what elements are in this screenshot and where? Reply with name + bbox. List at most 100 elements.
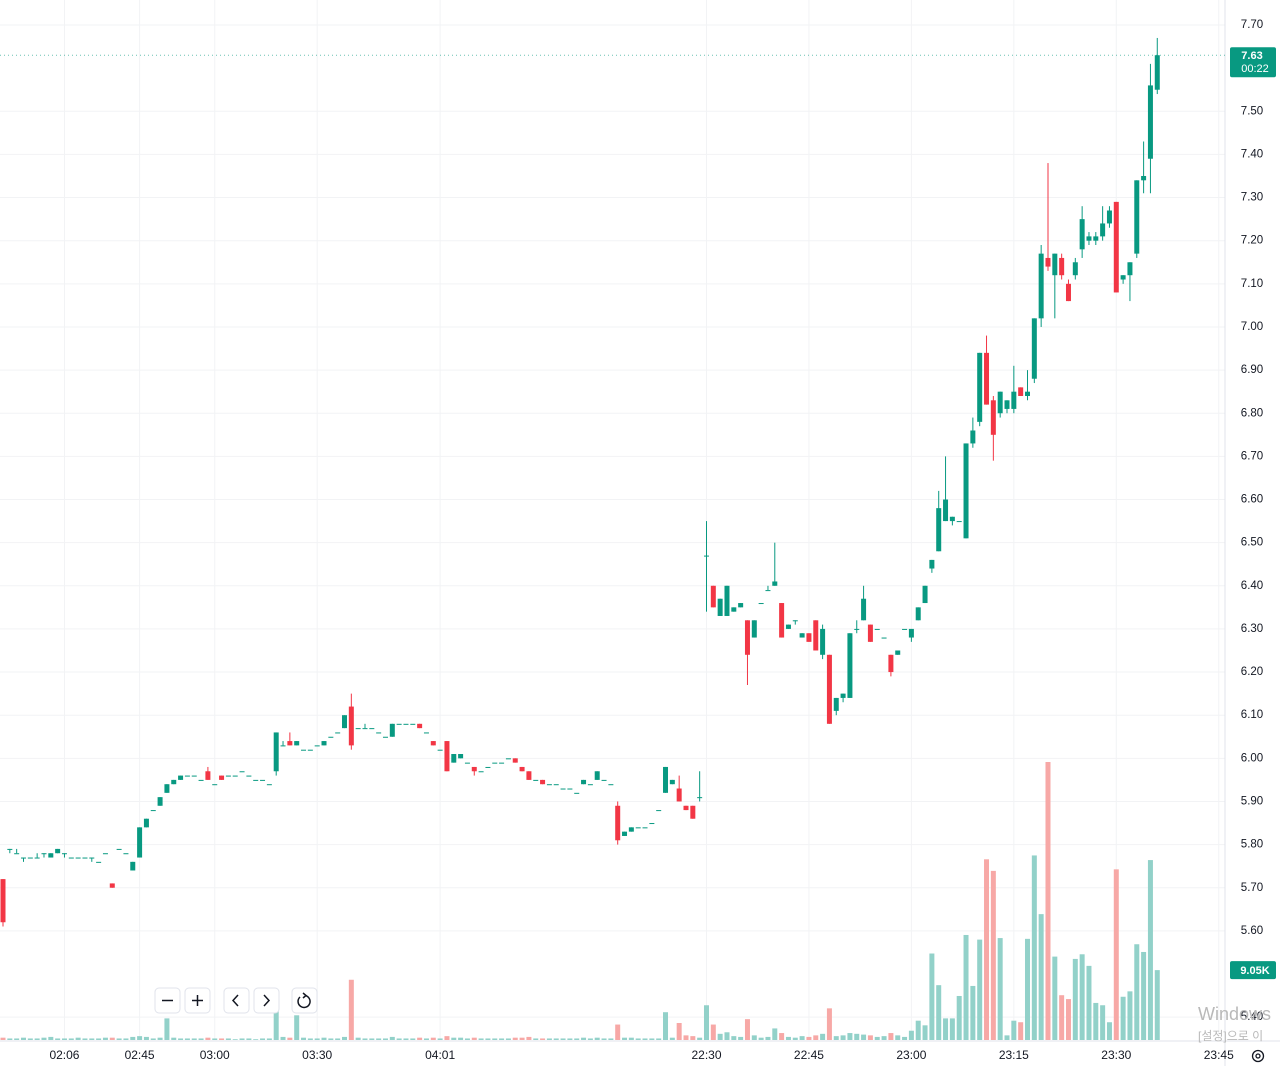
y-tick-label: 6.40	[1241, 580, 1263, 592]
scroll-right-button[interactable]	[253, 987, 280, 1014]
volume-bar	[451, 1037, 457, 1040]
candle-body	[102, 853, 108, 855]
candle-body	[663, 766, 669, 793]
volume-bar	[820, 1033, 826, 1040]
volume-bar	[1134, 944, 1140, 1040]
candle-body	[888, 654, 894, 673]
volume-bar	[246, 1038, 252, 1040]
candle-body	[499, 762, 505, 764]
candle-body	[14, 853, 20, 855]
candle-body	[294, 741, 300, 746]
candle-body	[717, 598, 723, 616]
candle-body	[929, 559, 935, 569]
volume-bar	[772, 1028, 778, 1040]
candle-body	[628, 827, 634, 832]
y-tick-label: 7.70	[1241, 19, 1263, 31]
watermark-title: Windows	[1198, 1004, 1271, 1024]
volume-bar	[977, 939, 983, 1040]
candle-body	[649, 823, 655, 825]
volume-bar	[48, 1036, 54, 1040]
candle-body	[936, 508, 942, 552]
volume-bar	[697, 1037, 703, 1040]
candle-body	[430, 741, 436, 746]
candle-body	[266, 784, 272, 786]
y-tick-label: 5.90	[1241, 795, 1263, 807]
volume-bar	[1045, 762, 1051, 1040]
volume-bar	[458, 1037, 464, 1040]
volume-bar	[813, 1035, 819, 1040]
candle-body	[232, 775, 238, 777]
volume-pane	[0, 762, 1160, 1040]
volume-bar	[301, 1037, 307, 1040]
volume-bar	[908, 1030, 914, 1040]
y-tick-label: 6.10	[1241, 709, 1263, 721]
candle-body	[1134, 180, 1140, 254]
volume-bar	[7, 1038, 13, 1040]
candle-body	[1079, 219, 1085, 250]
candle-body	[676, 788, 682, 802]
candle-body	[533, 779, 539, 781]
volume-bar	[1004, 1035, 1010, 1040]
candle-body	[540, 779, 546, 785]
volume-bar	[881, 1036, 887, 1040]
volume-bar	[342, 1036, 347, 1040]
scroll-left-button[interactable]	[223, 987, 250, 1014]
candle-body	[321, 741, 327, 746]
volume-bar	[273, 1009, 279, 1040]
y-tick-label: 7.20	[1241, 235, 1263, 247]
candle-body	[191, 775, 197, 777]
volume-bar	[41, 1037, 47, 1040]
x-tick-label: 03:00	[200, 1048, 230, 1062]
candle-body	[239, 771, 245, 773]
volume-bar	[574, 1038, 580, 1040]
x-tick-label: 22:30	[691, 1048, 721, 1062]
volume-bar	[1025, 938, 1030, 1040]
candle-body	[505, 758, 511, 760]
volume-bar	[1072, 958, 1078, 1040]
candle-body	[1025, 391, 1030, 396]
volume-bar	[96, 1038, 102, 1040]
zoom-in-button[interactable]	[184, 987, 211, 1014]
candle-body	[1011, 391, 1017, 409]
x-tick-label: 02:45	[125, 1048, 155, 1062]
last-price-label: 7.63	[1241, 50, 1262, 62]
candle-body	[574, 792, 580, 794]
volume-bar	[280, 1036, 286, 1040]
candle-body	[792, 620, 798, 622]
volume-bar	[560, 1038, 566, 1040]
candle-body	[751, 620, 757, 638]
volume-bar	[1154, 970, 1160, 1040]
volume-bar	[130, 1036, 136, 1040]
reset-button[interactable]	[291, 987, 318, 1014]
candle-body	[75, 857, 81, 859]
candle-body	[587, 784, 593, 786]
volume-bar	[826, 1008, 832, 1040]
candle-body	[526, 771, 532, 780]
volume-bar	[314, 1038, 320, 1040]
candle-body	[464, 762, 470, 764]
volume-bar	[874, 1036, 880, 1040]
candle-body	[799, 633, 805, 638]
candle-body	[881, 637, 887, 639]
volume-bar	[806, 1036, 812, 1040]
candle-body	[854, 628, 860, 630]
volume-bar	[587, 1038, 593, 1040]
y-tick-label: 6.90	[1241, 364, 1263, 376]
candle-body	[376, 732, 382, 734]
candle-body	[1141, 175, 1147, 181]
candle-body	[423, 732, 429, 734]
candle-body	[7, 848, 13, 850]
volume-bar	[956, 995, 962, 1040]
y-tick-label: 6.30	[1241, 623, 1263, 635]
volume-bar	[710, 1024, 716, 1040]
settings-button[interactable]	[1251, 1049, 1265, 1063]
candle-body	[164, 784, 170, 793]
volume-bar	[1113, 869, 1119, 1040]
candle-body	[89, 857, 95, 859]
zoom-out-button[interactable]	[154, 987, 181, 1014]
y-tick-label: 6.50	[1241, 537, 1263, 549]
candle-body	[205, 771, 211, 780]
candle-body	[382, 736, 388, 738]
volume-bar	[1127, 991, 1133, 1040]
candle-body	[1147, 85, 1153, 159]
